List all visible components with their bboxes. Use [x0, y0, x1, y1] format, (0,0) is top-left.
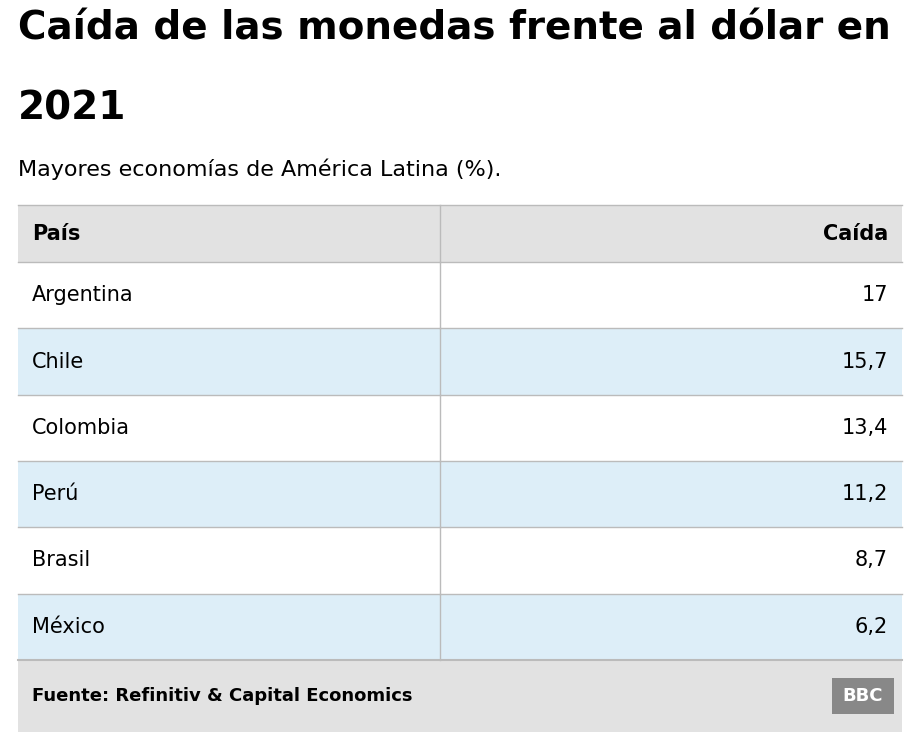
- Text: Mayores economías de América Latina (%).: Mayores economías de América Latina (%).: [18, 158, 501, 179]
- Text: 2021: 2021: [18, 90, 126, 128]
- Text: Perú: Perú: [32, 484, 78, 504]
- Text: 15,7: 15,7: [841, 351, 887, 372]
- Text: 13,4: 13,4: [841, 418, 887, 438]
- Text: México: México: [32, 617, 105, 637]
- Text: Colombia: Colombia: [32, 418, 130, 438]
- FancyBboxPatch shape: [831, 678, 893, 714]
- Text: Brasil: Brasil: [32, 550, 90, 570]
- Text: Caída de las monedas frente al dólar en: Caída de las monedas frente al dólar en: [18, 10, 890, 48]
- Text: 6,2: 6,2: [854, 617, 887, 637]
- Text: Chile: Chile: [32, 351, 85, 372]
- Text: BBC: BBC: [842, 687, 882, 705]
- FancyBboxPatch shape: [18, 660, 901, 732]
- FancyBboxPatch shape: [18, 461, 901, 527]
- Text: Fuente: Refinitiv & Capital Economics: Fuente: Refinitiv & Capital Economics: [32, 687, 412, 705]
- Text: Caída: Caída: [822, 223, 887, 244]
- Text: Argentina: Argentina: [32, 285, 133, 305]
- FancyBboxPatch shape: [18, 395, 901, 461]
- FancyBboxPatch shape: [18, 262, 901, 329]
- FancyBboxPatch shape: [18, 594, 901, 660]
- Text: 11,2: 11,2: [841, 484, 887, 504]
- FancyBboxPatch shape: [18, 527, 901, 594]
- Text: 8,7: 8,7: [854, 550, 887, 570]
- Text: 17: 17: [860, 285, 887, 305]
- Text: País: País: [32, 223, 80, 244]
- FancyBboxPatch shape: [18, 329, 901, 395]
- FancyBboxPatch shape: [18, 205, 901, 262]
